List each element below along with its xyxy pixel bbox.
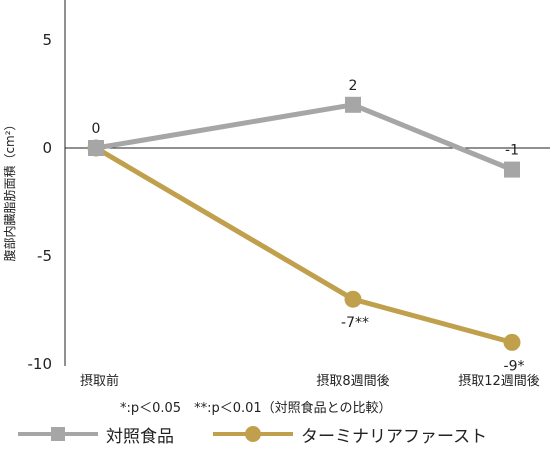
data-point-square bbox=[504, 161, 520, 178]
data-point-square bbox=[345, 96, 361, 113]
legend-label-terminalia: ターミナリアファースト bbox=[301, 426, 488, 447]
y-tick-label: -10 bbox=[28, 355, 53, 373]
data-labels: 0 2 -1 -7** -9* bbox=[92, 78, 525, 375]
data-label: -9* bbox=[504, 358, 525, 374]
data-label: -7** bbox=[341, 315, 369, 331]
data-label: -1 bbox=[505, 143, 519, 159]
y-tick-label: 0 bbox=[42, 139, 52, 157]
legend-item-terminalia: ターミナリアファースト bbox=[213, 420, 487, 448]
significance-note: *:p＜0.05 **:p＜0.01（対照食品との比較） bbox=[120, 401, 392, 416]
data-label: 0 bbox=[92, 121, 101, 137]
series-line bbox=[95, 102, 513, 172]
legend-item-control: 対照食品 bbox=[18, 420, 174, 448]
x-tick-label: 摂取8週間後 bbox=[316, 373, 389, 389]
y-axis-label: 腹部内臓脂肪面積（cm²） bbox=[2, 118, 17, 261]
legend-label-control: 対照食品 bbox=[106, 426, 174, 447]
x-tick-label: 摂取12週間後 bbox=[458, 373, 540, 389]
x-tick-labels: 摂取前 摂取8週間後 摂取12週間後 bbox=[80, 373, 540, 389]
series-group bbox=[87, 96, 521, 351]
y-tick-label: 5 bbox=[42, 31, 52, 49]
data-point-square bbox=[88, 140, 104, 156]
legend-swatch-square bbox=[18, 427, 98, 441]
legend-swatch-circle bbox=[213, 426, 293, 442]
series-line bbox=[94, 145, 513, 345]
line-chart: 50-5-10 腹部内臓脂肪面積（cm²） 摂取前 摂取8週間後 摂取12週間後 0… bbox=[2, 0, 550, 389]
legend: 対照食品 ターミナリアファースト bbox=[0, 420, 550, 448]
data-point-circle bbox=[503, 333, 521, 351]
x-tick-label: 摂取前 bbox=[80, 373, 119, 389]
y-tick-label: -5 bbox=[37, 247, 52, 265]
data-label: 2 bbox=[349, 78, 358, 94]
y-tick-labels: 5 0 -5 -10 bbox=[28, 31, 53, 373]
data-point-circle bbox=[344, 290, 362, 308]
